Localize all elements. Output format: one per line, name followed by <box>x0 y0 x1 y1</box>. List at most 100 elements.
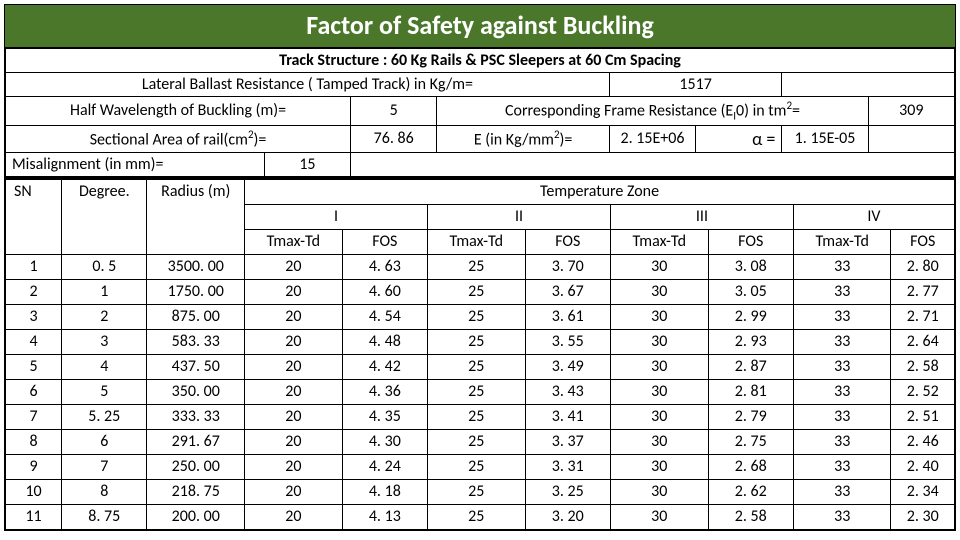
cell-t4: 33 <box>793 354 891 379</box>
cell-t1: 20 <box>245 404 343 429</box>
alpha-label: α = <box>696 125 782 152</box>
cell-rad: 200. 00 <box>147 504 245 529</box>
cell-t2: 25 <box>428 429 526 454</box>
cell-deg: 6 <box>62 429 147 454</box>
z4-tt: Tmax-Td <box>793 229 891 254</box>
cell-deg: 0. 5 <box>62 254 147 279</box>
cell-t4: 33 <box>793 304 891 329</box>
cell-rad: 250. 00 <box>147 454 245 479</box>
zone-2: II <box>428 204 611 229</box>
hwl-label: Half Wavelength of Buckling (m)= <box>6 97 351 126</box>
cell-t3: 30 <box>610 279 708 304</box>
cell-f3: 2. 62 <box>708 479 793 504</box>
mis-value: 15 <box>264 152 350 177</box>
cell-deg: 2 <box>62 304 147 329</box>
cell-t2: 25 <box>428 304 526 329</box>
cell-f3: 2. 68 <box>708 454 793 479</box>
cell-t1: 20 <box>245 429 343 454</box>
cell-deg: 5 <box>62 379 147 404</box>
cell-t1: 20 <box>245 379 343 404</box>
cell-t2: 25 <box>428 479 526 504</box>
cell-t4: 33 <box>793 429 891 454</box>
track-structure-label: Track Structure : 60 Kg Rails & PSC Slee… <box>6 49 955 73</box>
cell-f4: 2. 52 <box>891 379 955 404</box>
cell-t3: 30 <box>610 404 708 429</box>
z3-tt: Tmax-Td <box>610 229 708 254</box>
sect-value: 76. 86 <box>351 125 437 152</box>
cell-f1: 4. 54 <box>342 304 427 329</box>
cell-sn: 6 <box>6 379 62 404</box>
cell-f4: 2. 64 <box>891 329 955 354</box>
cell-t3: 30 <box>610 429 708 454</box>
cell-t3: 30 <box>610 254 708 279</box>
cell-t4: 33 <box>793 329 891 354</box>
cell-t2: 25 <box>428 279 526 304</box>
cell-f2: 3. 43 <box>525 379 610 404</box>
cell-f3: 2. 75 <box>708 429 793 454</box>
page-title: Factor of Safety against Buckling <box>4 4 956 48</box>
col-tz: Temperature Zone <box>245 179 955 204</box>
cell-t1: 20 <box>245 329 343 354</box>
cell-t1: 20 <box>245 254 343 279</box>
cell-f2: 3. 25 <box>525 479 610 504</box>
cell-t2: 25 <box>428 329 526 354</box>
cell-t1: 20 <box>245 454 343 479</box>
table-row: 108218. 75204. 18253. 25302. 62332. 34 <box>6 479 955 504</box>
cell-f1: 4. 60 <box>342 279 427 304</box>
cell-deg: 3 <box>62 329 147 354</box>
col-sn: SN <box>6 179 62 254</box>
cell-t3: 30 <box>610 379 708 404</box>
cell-t4: 33 <box>793 504 891 529</box>
cell-sn: 2 <box>6 279 62 304</box>
cell-f2: 3. 20 <box>525 504 610 529</box>
cell-f3: 2. 87 <box>708 354 793 379</box>
cell-f2: 3. 49 <box>525 354 610 379</box>
cell-f1: 4. 48 <box>342 329 427 354</box>
cell-t1: 20 <box>245 354 343 379</box>
cell-f2: 3. 41 <box>525 404 610 429</box>
cell-t3: 30 <box>610 329 708 354</box>
cell-t3: 30 <box>610 479 708 504</box>
cell-t3: 30 <box>610 354 708 379</box>
cell-f4: 2. 71 <box>891 304 955 329</box>
cell-rad: 437. 50 <box>147 354 245 379</box>
mis-label: Misalignment (in mm)= <box>6 152 265 177</box>
cell-t2: 25 <box>428 254 526 279</box>
cell-f2: 3. 55 <box>525 329 610 354</box>
table-row: 43583. 33204. 48253. 55302. 93332. 64 <box>6 329 955 354</box>
cell-t1: 20 <box>245 479 343 504</box>
hwl-value: 5 <box>351 97 437 126</box>
e-value: 2. 15E+06 <box>609 125 695 152</box>
table-row: 118. 75200. 00204. 13253. 20302. 58332. … <box>6 504 955 529</box>
cell-t4: 33 <box>793 479 891 504</box>
col-deg: Degree. <box>62 179 147 254</box>
cell-rad: 333. 33 <box>147 404 245 429</box>
cell-rad: 291. 67 <box>147 429 245 454</box>
table-row: 32875. 00204. 54253. 61302. 99332. 71 <box>6 304 955 329</box>
cell-f1: 4. 18 <box>342 479 427 504</box>
zone-4: IV <box>793 204 954 229</box>
table-row: 75. 25333. 33204. 35253. 41302. 79332. 5… <box>6 404 955 429</box>
cell-f3: 2. 99 <box>708 304 793 329</box>
col-rad: Radius (m) <box>147 179 245 254</box>
cell-f2: 3. 70 <box>525 254 610 279</box>
zone-3: III <box>610 204 793 229</box>
cell-f2: 3. 37 <box>525 429 610 454</box>
zone-1: I <box>245 204 428 229</box>
cell-f3: 2. 93 <box>708 329 793 354</box>
table-row: 86291. 67204. 30253. 37302. 75332. 46 <box>6 429 955 454</box>
cell-f3: 2. 79 <box>708 404 793 429</box>
cell-rad: 1750. 00 <box>147 279 245 304</box>
table-row: 211750. 00204. 60253. 67303. 05332. 77 <box>6 279 955 304</box>
cell-f1: 4. 30 <box>342 429 427 454</box>
cell-t4: 33 <box>793 404 891 429</box>
cell-f4: 2. 58 <box>891 354 955 379</box>
table-row: 10. 53500. 00204. 63253. 70303. 08332. 8… <box>6 254 955 279</box>
cell-f4: 2. 34 <box>891 479 955 504</box>
e-label: E (in Kg/mm2)= <box>437 125 610 152</box>
cell-f2: 3. 31 <box>525 454 610 479</box>
cell-t2: 25 <box>428 504 526 529</box>
cell-t1: 20 <box>245 304 343 329</box>
table-row: 65350. 00204. 36253. 43302. 81332. 52 <box>6 379 955 404</box>
cell-sn: 11 <box>6 504 62 529</box>
